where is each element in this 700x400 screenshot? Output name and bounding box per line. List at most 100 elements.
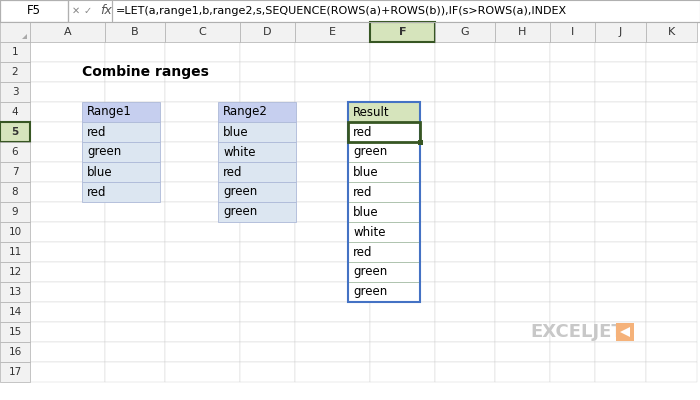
Bar — [646, 82, 697, 102]
Bar — [105, 122, 165, 142]
Bar — [30, 62, 105, 82]
Bar — [417, 140, 423, 144]
Bar — [495, 22, 550, 42]
Bar — [0, 362, 30, 382]
Bar — [105, 282, 165, 302]
Bar — [550, 282, 595, 302]
Bar — [0, 102, 30, 122]
Bar — [495, 262, 550, 282]
Bar — [550, 142, 595, 162]
Bar — [30, 202, 105, 222]
Bar — [295, 342, 370, 362]
Bar — [370, 42, 435, 62]
Bar — [370, 182, 435, 202]
Bar — [646, 62, 697, 82]
Bar — [240, 162, 295, 182]
Bar — [30, 262, 105, 282]
Polygon shape — [620, 327, 630, 337]
Bar — [348, 242, 420, 262]
Bar — [295, 162, 370, 182]
Bar — [595, 202, 646, 222]
Bar — [295, 42, 370, 62]
Bar — [105, 322, 165, 342]
Bar — [68, 0, 113, 22]
Bar — [105, 262, 165, 282]
Text: 6: 6 — [12, 147, 18, 157]
Bar — [595, 342, 646, 362]
Bar — [295, 62, 370, 82]
Bar — [165, 122, 240, 142]
Bar — [240, 342, 295, 362]
Bar — [348, 102, 420, 122]
Bar — [295, 222, 370, 242]
Bar — [595, 162, 646, 182]
Bar — [0, 282, 30, 302]
Bar — [295, 102, 370, 122]
Text: red: red — [353, 126, 372, 138]
Bar — [30, 322, 105, 342]
Bar — [370, 202, 435, 222]
Bar — [240, 102, 295, 122]
Bar — [435, 182, 495, 202]
Bar — [370, 322, 435, 342]
Bar — [616, 323, 634, 341]
Bar — [595, 302, 646, 322]
Text: Result: Result — [353, 106, 390, 118]
Bar — [82, 142, 160, 162]
Bar — [550, 62, 595, 82]
Bar — [30, 142, 105, 162]
Bar — [435, 142, 495, 162]
Text: green: green — [353, 146, 387, 158]
Bar — [105, 242, 165, 262]
Text: 10: 10 — [8, 227, 22, 237]
Bar — [0, 42, 30, 62]
Bar — [165, 222, 240, 242]
Bar — [435, 122, 495, 142]
Bar — [0, 142, 30, 162]
Bar — [240, 202, 295, 222]
Bar — [30, 102, 105, 122]
Bar — [646, 322, 697, 342]
Text: green: green — [87, 146, 121, 158]
Bar — [165, 102, 240, 122]
Text: =LET(a,range1,b,range2,s,SEQUENCE(ROWS(a)+ROWS(b)),IF(s>ROWS(a),INDEX: =LET(a,range1,b,range2,s,SEQUENCE(ROWS(a… — [116, 6, 567, 16]
Text: red: red — [353, 246, 372, 258]
Bar — [82, 122, 160, 142]
Bar — [370, 62, 435, 82]
Bar — [165, 42, 240, 62]
Bar — [370, 282, 435, 302]
Text: green: green — [223, 206, 258, 218]
Bar — [0, 322, 30, 342]
Bar — [165, 262, 240, 282]
Text: 4: 4 — [12, 107, 18, 117]
Text: Range1: Range1 — [87, 106, 132, 118]
Text: green: green — [223, 186, 258, 198]
Bar — [595, 222, 646, 242]
Bar — [0, 342, 30, 362]
Bar — [595, 122, 646, 142]
Bar — [646, 282, 697, 302]
Bar — [550, 202, 595, 222]
Text: 7: 7 — [12, 167, 18, 177]
Bar — [550, 42, 595, 62]
Bar — [240, 42, 295, 62]
Bar — [0, 22, 30, 42]
Bar — [165, 342, 240, 362]
Bar — [495, 322, 550, 342]
Bar — [550, 222, 595, 242]
Bar — [295, 202, 370, 222]
Text: 14: 14 — [8, 307, 22, 317]
Bar — [165, 82, 240, 102]
Bar — [550, 162, 595, 182]
Bar — [105, 302, 165, 322]
Bar — [495, 202, 550, 222]
Bar — [105, 22, 165, 42]
Bar — [435, 82, 495, 102]
Bar — [646, 22, 697, 42]
Bar — [165, 302, 240, 322]
Bar — [218, 122, 296, 142]
Bar — [30, 242, 105, 262]
Bar — [0, 242, 30, 262]
Bar — [30, 82, 105, 102]
Bar — [0, 82, 30, 102]
